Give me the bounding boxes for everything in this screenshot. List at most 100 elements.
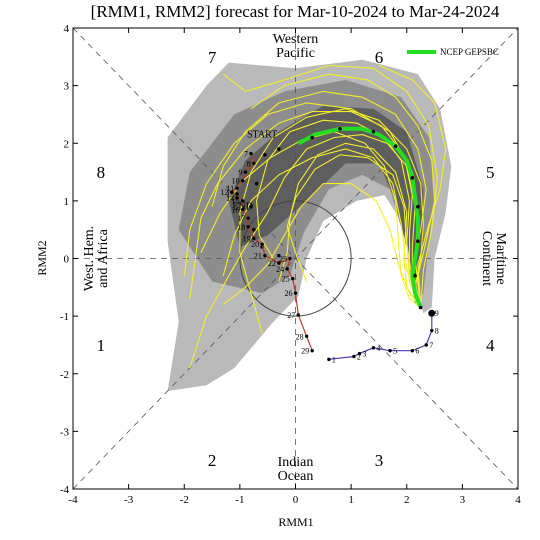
member-track-9	[222, 148, 422, 308]
observed-mar-point-16	[240, 207, 245, 212]
mean-track-marker-8	[338, 127, 342, 131]
region-label-top-2: Pacific	[276, 46, 315, 61]
mean-track-marker-7	[371, 129, 376, 134]
x-tick-label: -1	[235, 494, 244, 506]
observed-mar-point-14	[235, 196, 239, 200]
observed-mar-point-11	[235, 186, 239, 190]
observed-mar-label-8: 8	[247, 159, 251, 168]
region-label-right-2: Continent	[479, 231, 494, 286]
mean-track-marker-9	[310, 135, 314, 140]
x-tick-label: 1	[348, 494, 354, 506]
phase-label-3: 3	[375, 451, 384, 470]
observed-mar-point-26	[293, 291, 298, 295]
phase-label-7: 7	[208, 48, 217, 67]
observed-mar-point-12	[229, 190, 234, 194]
mean-track-marker-14	[251, 227, 256, 232]
plot-area: 1 2 34 5 67892928272625242322212019181716151…	[73, 28, 518, 489]
observed-mar-label-7: 7	[244, 150, 248, 159]
observed-mar-point-7	[249, 151, 253, 156]
observed-mar-point-20	[260, 242, 264, 246]
mean-track-marker-10	[277, 147, 281, 151]
observed-mar-label-21: 21	[254, 252, 262, 261]
member-track-10	[239, 108, 424, 334]
phase-label-4: 4	[486, 336, 495, 355]
mean-track-marker-4	[416, 204, 420, 209]
observed-mar-label-11: 11	[226, 184, 234, 193]
mean-track-marker-16	[277, 253, 281, 258]
phase-label-6: 6	[375, 48, 384, 67]
legend: NCEP GEPSBC	[407, 47, 499, 57]
mean-track-marker-11	[263, 152, 267, 157]
region-label-left-2: and Africa	[96, 228, 111, 287]
observed-mar-point-29	[310, 349, 314, 353]
observed-mar-label-19: 19	[243, 234, 251, 243]
observed-mar-label-17: 17	[237, 214, 245, 223]
observed-feb-point-6	[410, 349, 415, 353]
member-track-7	[189, 134, 422, 369]
member-track-4	[250, 73, 436, 308]
y-tick-label: 3	[64, 81, 70, 93]
observed-track: 1 2 34 5 67892928272625242322212019181716151…	[221, 150, 439, 365]
observed-feb-label-6: 6	[415, 347, 419, 356]
observed-mar-label-24: 24	[276, 265, 284, 274]
observed-mar-point-8	[252, 161, 256, 166]
mean-track-marker-12	[254, 181, 259, 186]
observed-feb-point-2	[352, 354, 356, 359]
observed-feb-label-1: 1	[332, 355, 336, 364]
x-tick-label: 4	[515, 494, 521, 506]
x-tick-label: -3	[124, 494, 134, 506]
x-tick-label: 0	[293, 494, 299, 506]
observed-mar-label-28: 28	[296, 332, 304, 341]
mean-track-marker-3	[416, 239, 420, 244]
observed-mar-label-29: 29	[301, 347, 309, 356]
region-label-top-1: Western	[273, 32, 319, 47]
observed-mar-point-9	[243, 170, 248, 174]
observed-mar-label-18: 18	[237, 223, 245, 232]
ensemble-member-tracks	[183, 64, 447, 369]
observed-mar-point-23	[288, 256, 292, 261]
observed-feb-point-7	[424, 343, 428, 347]
start-label: START	[247, 129, 277, 140]
member-track-11	[189, 111, 422, 308]
observed-mar-label-25: 25	[282, 275, 290, 284]
observed-mar-label-12: 12	[221, 188, 229, 197]
observed-mar-point-25	[291, 276, 295, 281]
end-label: END	[232, 202, 253, 213]
observed-mar-point-19	[252, 236, 256, 241]
y-tick-label: -4	[60, 484, 70, 496]
phase-label-1: 1	[97, 336, 106, 355]
mean-track-marker-5	[410, 176, 415, 180]
observed-feb-point-1	[327, 357, 331, 362]
legend-label-ncep: NCEP GEPSBC	[440, 47, 499, 57]
observed-feb-label-3: 3	[362, 350, 366, 359]
observed-feb-point-8	[430, 328, 434, 333]
observed-mar-label-27: 27	[287, 311, 295, 320]
observed-feb-label-7: 7	[429, 341, 433, 350]
y-tick-label: -3	[60, 426, 70, 438]
x-tick-label: 2	[404, 494, 410, 506]
observed-mar-point-24	[285, 267, 289, 271]
unit-circle	[239, 200, 352, 317]
observed-end-marker	[428, 309, 436, 317]
observed-mar-point-21	[263, 253, 267, 258]
y-tick-label: 4	[64, 23, 70, 35]
observed-mar-label-16: 16	[232, 206, 240, 215]
mean-track-marker-13	[249, 204, 253, 209]
observed-feb-point-5	[388, 349, 392, 353]
y-tick-label: 2	[64, 138, 70, 150]
observed-feb-label-4: 4	[376, 344, 380, 353]
x-tick-label: -2	[180, 494, 189, 506]
y-axis-label: RMM2	[35, 240, 49, 275]
observed-mar-point-17	[246, 216, 250, 220]
region-label-bottom-2: Ocean	[278, 469, 314, 484]
observed-mar-label-22: 22	[268, 259, 276, 268]
observed-mar-label-15: 15	[232, 197, 240, 206]
phase-guide-lines	[73, 28, 518, 489]
observed-mar-label-20: 20	[251, 240, 259, 249]
member-track-13	[286, 154, 422, 308]
observed-mar-point-27	[296, 313, 300, 317]
phase-label-8: 8	[97, 163, 106, 182]
observed-mar-point-10	[240, 179, 245, 183]
observed-feb-label-8: 8	[435, 327, 439, 336]
